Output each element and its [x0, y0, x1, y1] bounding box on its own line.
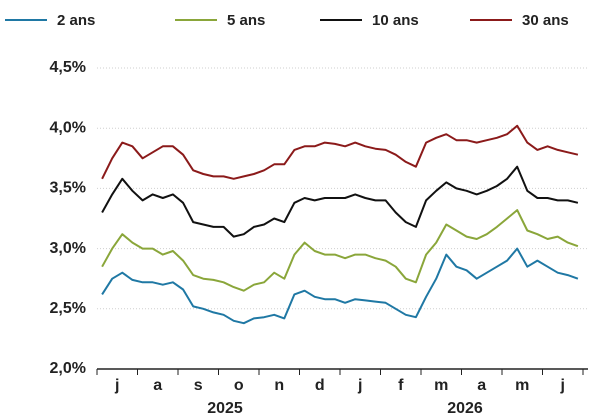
x-tick-label: j: [114, 377, 119, 394]
legend-label: 30 ans: [522, 12, 569, 29]
x-tick-label: a: [477, 377, 486, 394]
x-tick-label: f: [398, 377, 404, 394]
series-line: [101, 247, 579, 325]
legend-label: 10 ans: [372, 12, 419, 29]
legend-label: 5 ans: [227, 12, 265, 29]
series-line: [101, 209, 579, 292]
x-tick-label: n: [274, 377, 284, 394]
y-tick-label: 4,5%: [50, 59, 86, 76]
y-tick-label: 4,0%: [50, 119, 86, 136]
y-tick-label: 3,5%: [50, 180, 86, 197]
legend-label: 2 ans: [57, 12, 95, 29]
year-label: 2026: [447, 400, 483, 417]
x-tick-label: d: [315, 377, 325, 394]
x-tick-label: m: [515, 377, 529, 394]
y-tick-label: 2,0%: [50, 360, 86, 377]
x-tick-label: m: [434, 377, 448, 394]
series-line: [101, 165, 579, 238]
x-tick-label: j: [560, 377, 565, 394]
x-tick-label: j: [357, 377, 362, 394]
x-tick-label: a: [153, 377, 162, 394]
y-tick-label: 2,5%: [50, 300, 86, 317]
y-tick-label: 3,0%: [50, 240, 86, 257]
year-label: 2025: [207, 400, 243, 417]
x-tick-label: s: [194, 377, 203, 394]
series-line: [101, 124, 579, 180]
x-tick-label: o: [234, 377, 244, 394]
